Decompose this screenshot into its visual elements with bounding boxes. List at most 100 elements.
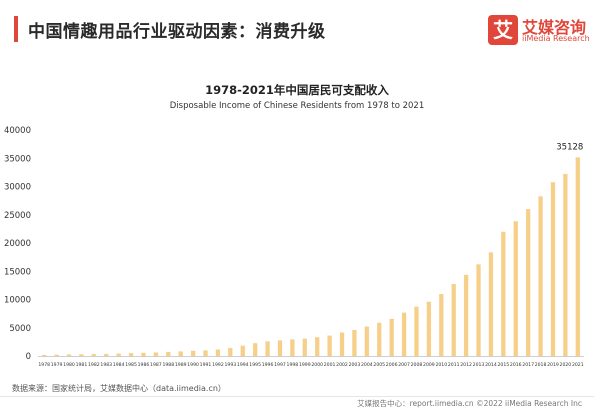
x-tick-label: 1985 <box>125 362 137 368</box>
y-tick-label: 20000 <box>4 239 31 249</box>
y-tick-label: 10000 <box>4 296 31 306</box>
bar-1995 <box>252 343 258 357</box>
x-tick-label: 2005 <box>373 362 385 368</box>
bar-1981 <box>79 354 84 357</box>
bar-1979 <box>54 354 59 357</box>
footer-report-text: 艾媒报告中心：report.iimedia.cn ©2022 iiMedia R… <box>357 399 582 408</box>
footer-divider <box>0 396 594 397</box>
x-tick-label: 2010 <box>435 362 447 368</box>
x-tick-label: 2007 <box>398 362 410 368</box>
logo-mark: 艾 <box>488 15 518 45</box>
x-tick-label: 1990 <box>187 362 199 368</box>
x-tick-label: 1986 <box>138 362 150 368</box>
bar-2021 <box>575 157 580 357</box>
bar-2018 <box>538 196 543 357</box>
bar-2009 <box>426 301 432 357</box>
bar-1993 <box>228 347 233 357</box>
bar-1983 <box>104 353 109 357</box>
bar-2007 <box>401 312 407 357</box>
bar-2008 <box>414 306 419 357</box>
x-tick-label: 2002 <box>336 362 348 368</box>
x-tick-label: 1998 <box>287 362 299 368</box>
bar-1982 <box>91 354 97 357</box>
x-tick-label: 2001 <box>324 362 336 368</box>
x-tick-label: 1980 <box>63 362 75 368</box>
x-tick-label: 1996 <box>262 362 274 368</box>
bar-1999 <box>302 338 307 357</box>
bar-2011 <box>451 283 456 357</box>
x-tick-label: 1992 <box>212 362 224 368</box>
x-tick-label: 2008 <box>411 362 423 368</box>
data-source-note: 数据来源：国家统计局，艾媒数据中心（data.iimedia.cn） <box>12 384 226 393</box>
page-title: 中国情趣用品行业驱动因素：消费升级 <box>28 22 326 42</box>
y-tick-label: 35000 <box>4 154 31 164</box>
bar-1998 <box>290 339 295 357</box>
bar-1984 <box>116 353 121 357</box>
bar-1987 <box>153 352 159 357</box>
x-tick-label: 1983 <box>100 362 112 368</box>
x-tick-label: 1993 <box>224 362 236 368</box>
x-tick-label: 1982 <box>88 362 100 368</box>
bar-1988 <box>166 351 171 357</box>
y-tick-label: 15000 <box>4 267 31 277</box>
x-tick-label: 1988 <box>162 362 174 368</box>
x-tick-label: 1987 <box>150 362 162 368</box>
logo-mark-text: 艾 <box>493 18 513 42</box>
bar-2019 <box>550 182 556 357</box>
x-tick-label: 2003 <box>349 362 361 368</box>
bar-1978 <box>42 354 47 357</box>
y-tick-label: 5000 <box>9 324 31 334</box>
bar-1985 <box>128 353 134 357</box>
x-tick-label: 2004 <box>361 362 373 368</box>
x-tick-label: 1979 <box>51 362 63 368</box>
x-tick-label: 1995 <box>249 362 261 368</box>
y-tick-label: 25000 <box>4 211 31 221</box>
bar-1991 <box>203 350 208 357</box>
x-tick-label: 2021 <box>572 362 584 368</box>
x-tick-label: 1991 <box>200 362 212 368</box>
bar-2006 <box>389 318 394 357</box>
x-tick-label: 2019 <box>547 362 559 368</box>
x-tick-label: 2016 <box>510 362 522 368</box>
bar-1986 <box>141 352 146 357</box>
x-tick-label: 2020 <box>560 362 572 368</box>
x-tick-label: 2014 <box>485 362 497 368</box>
header-accent-bar <box>14 16 18 42</box>
iimedia-logo: 艾 艾媒咨询 iiMedia Research <box>488 14 590 48</box>
y-tick-label: 0 <box>26 352 31 362</box>
bar-2010 <box>439 294 444 357</box>
x-tick-label: 1997 <box>274 362 286 368</box>
chart-subtitle: Disposable Income of Chinese Residents f… <box>169 101 425 111</box>
bar-1997 <box>277 340 283 357</box>
bar-1980 <box>66 354 72 357</box>
y-tick-label: 40000 <box>4 126 31 136</box>
x-tick-label: 1994 <box>237 362 249 368</box>
bar-2004 <box>364 326 370 357</box>
x-tick-label: 2006 <box>386 362 398 368</box>
x-tick-label: 1999 <box>299 362 311 368</box>
x-tick-label: 2017 <box>522 362 534 368</box>
x-tick-label: 1984 <box>113 362 125 368</box>
bar-1992 <box>215 349 221 357</box>
x-tick-label: 2009 <box>423 362 435 368</box>
bar-1996 <box>265 341 270 357</box>
bar-2003 <box>352 329 357 357</box>
data-label: 35128 <box>556 143 583 153</box>
bar-2005 <box>377 322 382 357</box>
x-tick-label: 1989 <box>175 362 187 368</box>
x-tick-label: 2000 <box>311 362 323 368</box>
x-tick-label: 1978 <box>38 362 50 368</box>
bar-2000 <box>315 337 320 357</box>
bar-2015 <box>501 231 506 357</box>
bar-2012 <box>463 274 469 357</box>
x-tick-label: 2018 <box>535 362 547 368</box>
logo-cn-text: 艾媒咨询 <box>522 18 587 37</box>
bar-1990 <box>190 350 196 357</box>
x-tick-label: 2015 <box>497 362 509 368</box>
bar-2013 <box>476 264 481 357</box>
bar-2020 <box>563 173 568 357</box>
chart-title: 1978-2021年中国居民可支配收入 <box>205 83 389 97</box>
bar-2016 <box>513 221 518 357</box>
bar-1989 <box>178 351 183 357</box>
